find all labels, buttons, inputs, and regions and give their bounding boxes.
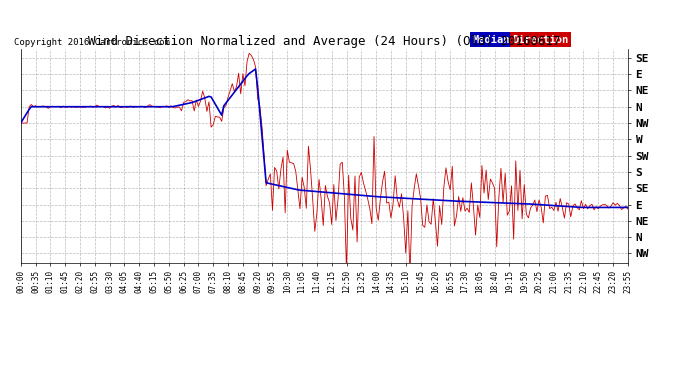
Text: Direction: Direction <box>513 35 569 45</box>
Text: Copyright 2016 Cartronics.com: Copyright 2016 Cartronics.com <box>14 38 170 47</box>
Title: Wind Direction Normalized and Average (24 Hours) (Old) 20160617: Wind Direction Normalized and Average (2… <box>88 34 560 48</box>
Text: Median: Median <box>473 35 511 45</box>
